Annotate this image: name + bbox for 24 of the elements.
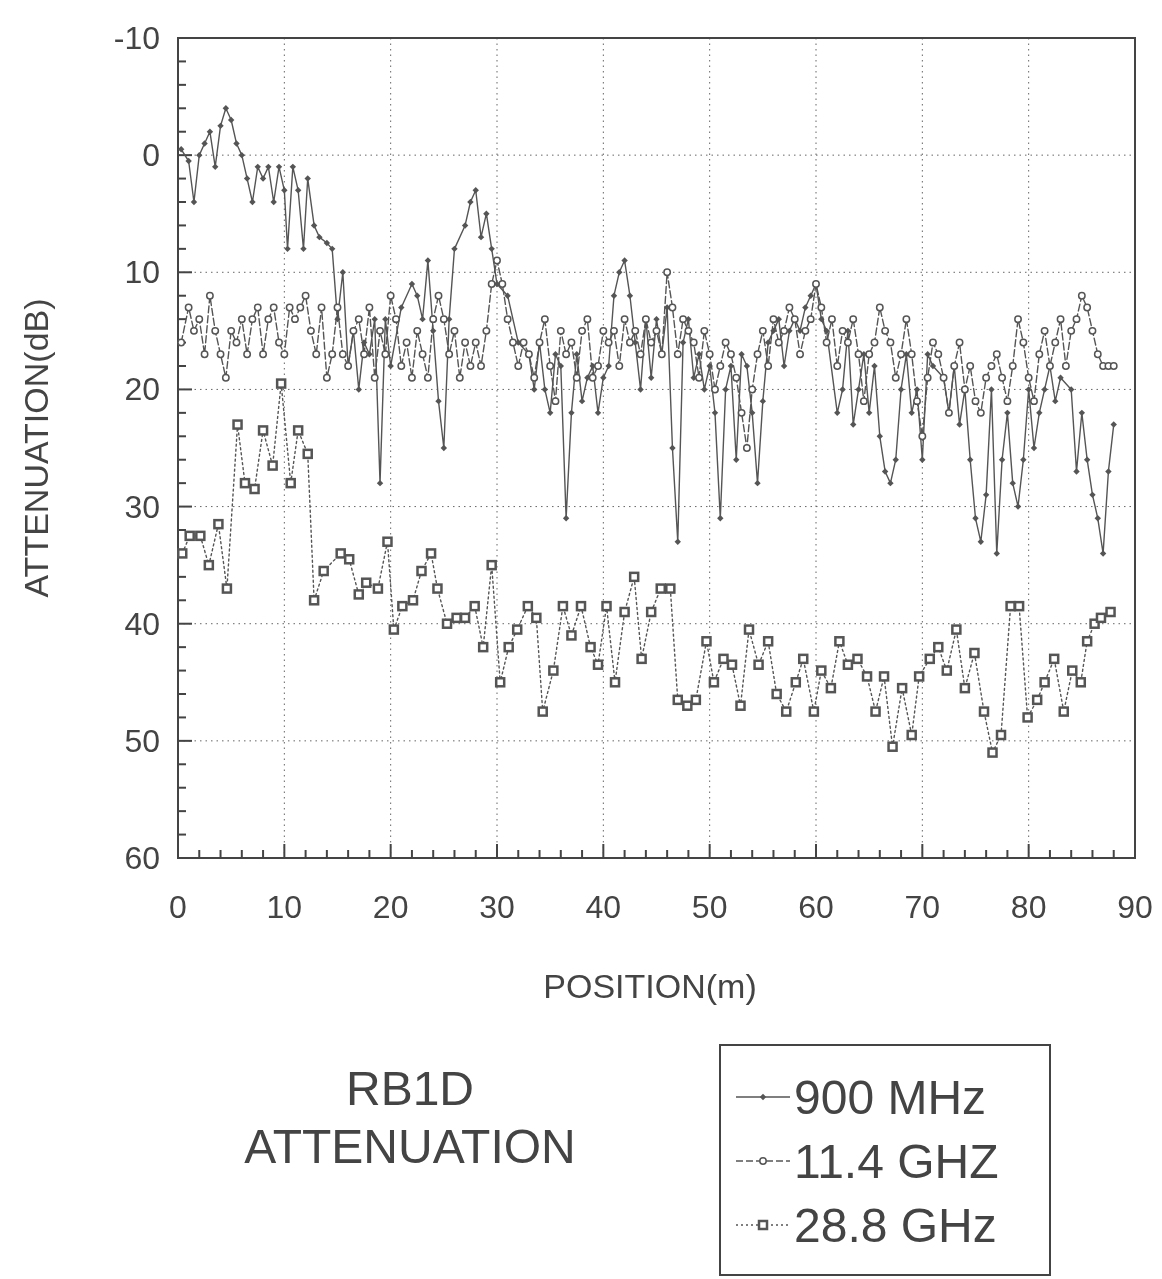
x-tick-label: 70 xyxy=(904,889,941,925)
y-tick-label: 20 xyxy=(124,371,160,408)
x-tick-label: 10 xyxy=(266,889,303,925)
x-tick-label: 80 xyxy=(1010,889,1047,925)
x-axis-title: POSITION(m) xyxy=(543,967,757,1005)
x-tick-label: 60 xyxy=(798,889,834,925)
x-tick-label: 30 xyxy=(479,889,515,925)
y-axis-title: ATTENUATION(dB) xyxy=(17,298,55,598)
legend-label: 28.8 GHz xyxy=(794,1199,997,1252)
legend-label: 900 MHz xyxy=(794,1071,987,1124)
y-tick-label: 50 xyxy=(124,722,160,759)
x-tick-label: 40 xyxy=(585,889,622,925)
y-tick-label: 30 xyxy=(124,488,160,525)
y-tick-label: 0 xyxy=(142,137,160,174)
legend-label: 11.4 GHZ xyxy=(794,1135,999,1188)
x-tick-label: 50 xyxy=(691,889,728,925)
text: RB1D ATTENUATION xyxy=(244,1062,576,1173)
x-tick-label: 0 xyxy=(169,889,187,925)
y-tick-label: -10 xyxy=(113,20,160,56)
y-tick-label: 40 xyxy=(124,605,160,642)
y-tick-label: 10 xyxy=(124,254,160,291)
x-tick-label: 90 xyxy=(1117,889,1153,925)
y-tick-label: 60 xyxy=(124,840,160,876)
x-tick-label: 20 xyxy=(372,889,409,925)
